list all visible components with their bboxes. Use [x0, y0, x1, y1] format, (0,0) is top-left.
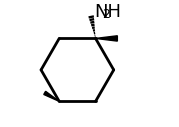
Text: 2: 2 [103, 8, 110, 21]
Text: NH: NH [94, 3, 121, 21]
Polygon shape [44, 91, 59, 101]
Polygon shape [96, 36, 117, 41]
